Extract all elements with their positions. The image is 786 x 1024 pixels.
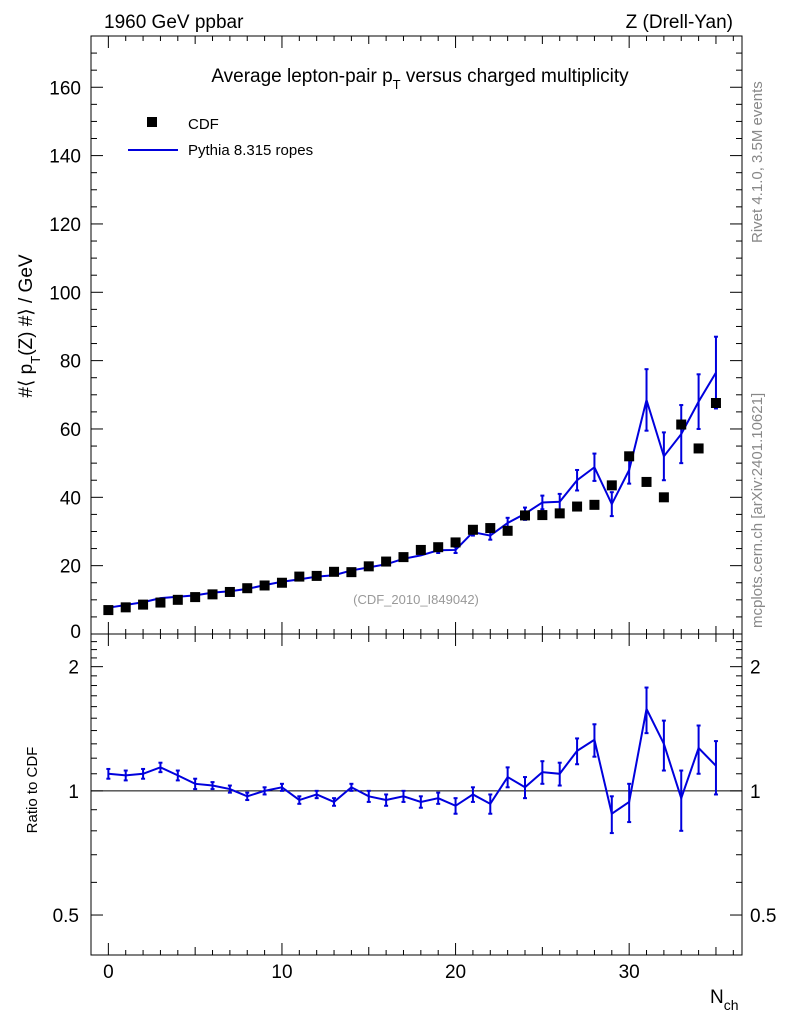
cdf-point — [398, 552, 409, 563]
x-tick-label: 10 — [271, 962, 292, 983]
legend-cdf-marker — [147, 117, 157, 127]
cdf-point — [537, 510, 548, 521]
cdf-point — [120, 602, 131, 613]
energy-label: 1960 GeV ppbar — [104, 12, 244, 33]
legend-pythia-label: Pythia 8.315 ropes — [188, 142, 313, 159]
cdf-point — [138, 599, 149, 610]
cdf-point — [450, 537, 461, 548]
y-tick-label: 20 — [60, 557, 81, 578]
y-tick-label: 100 — [49, 283, 81, 304]
y-tick-label: 40 — [60, 488, 81, 509]
cdf-point — [207, 589, 218, 600]
cdf-point — [433, 542, 444, 553]
cdf-point — [641, 476, 652, 487]
cdf-point — [554, 508, 565, 519]
ratio-y-tick-label: 0.5 — [53, 906, 79, 927]
y-axis-label: #⟨ pT(Z) #⟩ / GeV — [16, 254, 43, 397]
cdf-point — [606, 480, 617, 491]
ratio-line — [108, 705, 717, 816]
x-axis-label: Nch — [710, 987, 739, 1013]
mcplots-label: mcplots.cern.ch [arXiv:2401.10621] — [749, 393, 766, 628]
cdf-point — [329, 566, 340, 577]
ratio-y-tick-label-right: 1 — [750, 782, 761, 803]
ratio-y-tick-label: 1 — [68, 782, 79, 803]
chart-title: Average lepton-pair pT versus charged mu… — [211, 66, 629, 92]
y-tick-label: 140 — [49, 147, 81, 168]
cdf-point — [381, 556, 392, 567]
analysis-label: (CDF_2010_I849042) — [353, 592, 479, 607]
cdf-point — [259, 580, 270, 591]
cdf-point — [276, 577, 287, 588]
cdf-point — [589, 499, 600, 510]
cdf-point — [224, 586, 235, 597]
ratio-y-tick-label: 2 — [68, 658, 79, 679]
ratio-y-tick-label-right: 0.5 — [750, 906, 776, 927]
y-tick-label: 0 — [70, 622, 81, 643]
y-tick-label: 120 — [49, 215, 81, 236]
cdf-point — [658, 492, 669, 503]
x-tick-label: 0 — [103, 962, 114, 983]
cdf-point — [311, 570, 322, 581]
cdf-point — [710, 398, 721, 409]
ratio-plot-frame — [90, 633, 743, 956]
cdf-point — [624, 451, 635, 462]
y-tick-label: 160 — [49, 78, 81, 99]
cdf-point — [346, 567, 357, 578]
pythia-line — [108, 372, 717, 609]
cdf-point — [485, 523, 496, 534]
ratio-y-axis-label: Ratio to CDF — [24, 747, 41, 834]
y-tick-label: 60 — [60, 420, 81, 441]
process-label: Z (Drell-Yan) — [626, 12, 733, 33]
cdf-point — [242, 583, 253, 594]
x-tick-label: 30 — [619, 962, 640, 983]
cdf-point — [172, 594, 183, 605]
cdf-point — [572, 501, 583, 512]
cdf-point — [415, 544, 426, 555]
cdf-point — [363, 561, 374, 572]
y-tick-label: 80 — [60, 352, 81, 373]
cdf-point — [693, 443, 704, 454]
rivet-label: Rivet 4.1.0, 3.5M events — [749, 81, 766, 243]
chart-marks: 0 20 40 60 80 100 120 140 160 0 10 20 30 0.5 0.5 1 1 2 2 — [49, 36, 776, 983]
cdf-point — [155, 597, 166, 608]
cdf-point — [190, 592, 201, 603]
cdf-point — [294, 571, 305, 582]
cdf-point — [676, 419, 687, 430]
cdf-point — [502, 525, 513, 536]
legend-cdf-label: CDF — [188, 116, 219, 133]
cdf-point — [520, 510, 530, 521]
cdf-point — [467, 524, 478, 535]
x-tick-label: 20 — [445, 962, 466, 983]
ratio-y-tick-label-right: 2 — [750, 658, 761, 679]
cdf-point — [103, 605, 114, 616]
